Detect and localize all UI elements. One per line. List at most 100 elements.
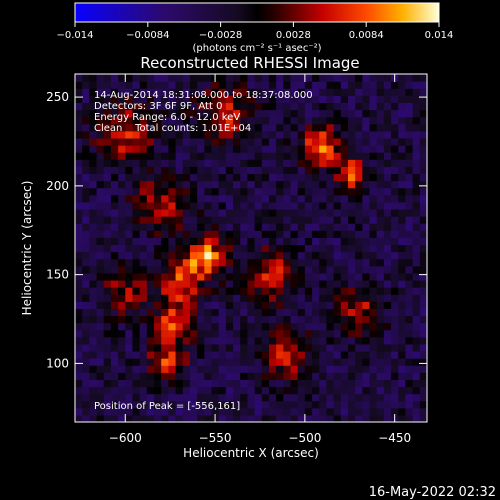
heatmap-cell xyxy=(96,308,105,317)
heatmap-cell xyxy=(247,208,256,217)
heatmap-cell xyxy=(369,88,378,96)
heatmap-cell xyxy=(75,365,83,373)
heatmap-cell xyxy=(283,251,292,260)
heatmap-cell xyxy=(297,400,306,409)
heatmap-cell xyxy=(204,194,213,203)
heatmap-cell xyxy=(247,130,256,139)
heatmap-cell xyxy=(197,216,205,224)
heatmap-cell xyxy=(333,173,342,182)
heatmap-cell xyxy=(312,251,320,260)
heatmap-cell xyxy=(82,308,90,317)
heatmap-cell xyxy=(204,74,213,82)
heatmap-cell xyxy=(268,350,277,359)
heatmap-cell xyxy=(175,116,184,125)
heatmap-cell xyxy=(290,251,299,260)
chart-title: Reconstructed RHESSI Image xyxy=(140,54,359,72)
heatmap-cell xyxy=(412,116,421,125)
heatmap-cell xyxy=(89,230,98,238)
heatmap-cell xyxy=(268,130,277,139)
heatmap-cell xyxy=(139,130,148,139)
heatmap-cell xyxy=(283,201,292,210)
heatmap-cell xyxy=(276,294,284,302)
heatmap-cell xyxy=(304,414,313,422)
heatmap-cell xyxy=(240,251,249,260)
heatmap-cell xyxy=(146,393,155,402)
heatmap-cell xyxy=(347,88,356,96)
heatmap-cell xyxy=(189,166,198,175)
heatmap-cell xyxy=(412,137,421,146)
heatmap-cell xyxy=(268,109,277,118)
heatmap-cell xyxy=(197,137,205,146)
heatmap-cell xyxy=(197,74,205,82)
heatmap-cell xyxy=(254,350,263,359)
heatmap-cell xyxy=(125,123,134,132)
heatmap-cell xyxy=(261,201,270,210)
heatmap-cell xyxy=(118,372,126,380)
heatmap-cell xyxy=(197,358,205,366)
heatmap-cell xyxy=(146,194,155,203)
heatmap-cell xyxy=(412,372,421,380)
heatmap-cell xyxy=(118,81,126,89)
heatmap-cell xyxy=(419,329,427,338)
heatmap-cell xyxy=(391,109,399,118)
heatmap-cell xyxy=(82,216,90,224)
heatmap-cell xyxy=(218,308,227,317)
heatmap-cell xyxy=(146,145,155,153)
heatmap-cell xyxy=(283,358,292,366)
heatmap-cell xyxy=(304,159,313,167)
heatmap-cell xyxy=(233,237,241,246)
heatmap-cell xyxy=(405,123,414,132)
heatmap-cell xyxy=(118,95,126,104)
heatmap-cell xyxy=(333,414,342,422)
heatmap-cell xyxy=(168,173,177,182)
heatmap-cell xyxy=(276,315,284,324)
heatmap-cell xyxy=(189,123,198,132)
heatmap-cell xyxy=(326,208,335,217)
heatmap-cell xyxy=(391,393,399,402)
heatmap-cell xyxy=(398,237,407,246)
heatmap-cell xyxy=(240,258,249,267)
colorbar-units-label: (photons cm⁻² s⁻¹ asec⁻²) xyxy=(192,43,321,54)
heatmap-cell xyxy=(75,336,83,345)
heatmap-cell xyxy=(297,315,306,324)
heatmap-cell xyxy=(283,130,292,139)
heatmap-cell xyxy=(175,400,184,409)
heatmap-cell xyxy=(254,265,263,274)
heatmap-cell xyxy=(290,365,299,373)
heatmap-cell xyxy=(110,95,119,104)
heatmap-cell xyxy=(103,251,112,260)
heatmap-cell xyxy=(75,208,83,217)
heatmap-cell xyxy=(103,201,112,210)
heatmap-cell xyxy=(161,329,169,338)
heatmap-cell xyxy=(118,265,126,274)
heatmap-cell xyxy=(118,208,126,217)
colorbar-ticks: −0.014 −0.0084 −0.0028 0.0028 0.0084 0.014 xyxy=(56,22,453,41)
heatmap-cell xyxy=(290,372,299,380)
heatmap-cell xyxy=(233,123,241,132)
heatmap-cell xyxy=(168,166,177,175)
heatmap-cell xyxy=(218,230,227,238)
heatmap-cell xyxy=(398,216,407,224)
heatmap-cell xyxy=(204,173,213,182)
heatmap-cell xyxy=(326,329,335,338)
heatmap-cell xyxy=(82,81,90,89)
heatmap-cell xyxy=(103,159,112,167)
heatmap-cell xyxy=(391,116,399,125)
heatmap-cell xyxy=(96,386,105,395)
heatmap-cell xyxy=(82,272,90,281)
heatmap-cell xyxy=(103,223,112,231)
y-tick-label: 250 xyxy=(46,90,69,104)
heatmap-cell xyxy=(225,350,234,359)
x-tick-label: −450 xyxy=(378,431,411,445)
heatmap-cell xyxy=(405,244,414,253)
heatmap-cell xyxy=(254,223,263,231)
heatmap-cell xyxy=(118,258,126,267)
heatmap-cell xyxy=(204,130,213,139)
heatmap-cell xyxy=(383,152,392,160)
heatmap-cell xyxy=(398,81,407,89)
heatmap-cell xyxy=(89,336,98,345)
heatmap-cell xyxy=(290,95,299,104)
heatmap-cell xyxy=(82,130,90,139)
heatmap-cell xyxy=(233,322,241,331)
heatmap-cell xyxy=(125,343,134,352)
